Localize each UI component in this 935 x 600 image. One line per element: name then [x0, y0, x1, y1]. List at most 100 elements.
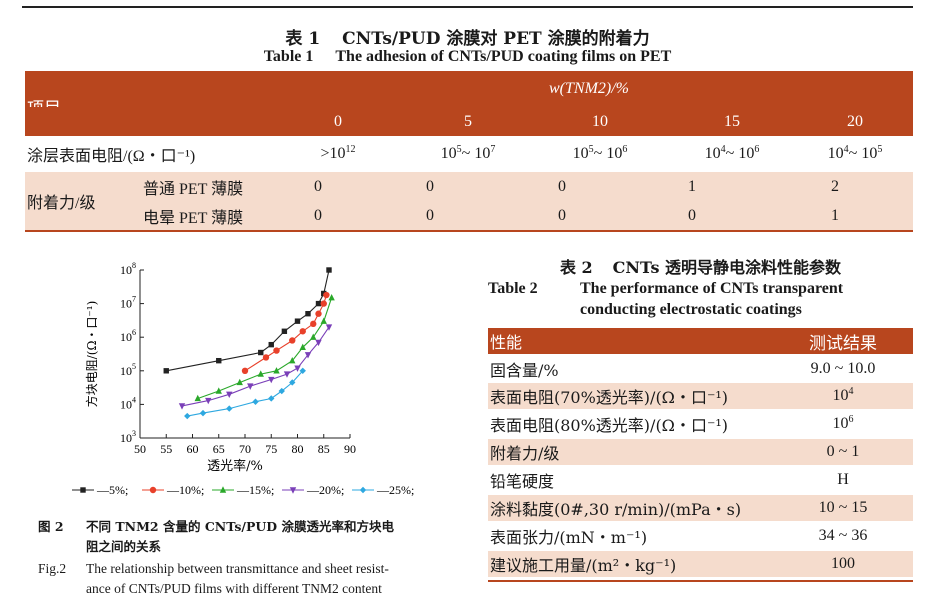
table1-adhesion-row-label: 普通 PET 薄膜	[143, 180, 244, 198]
figure2-caption-cn: 图 2 不同 TNM2 含量的 CNTs/PUD 涂膜透光率和方块电 阻之间的关系	[38, 517, 458, 557]
table1-adhesion-cell: 0	[558, 177, 566, 195]
legend-label: —25%;	[376, 483, 414, 497]
data-point	[320, 300, 327, 307]
data-point	[226, 391, 233, 398]
data-point	[289, 337, 296, 344]
figure2-caption-cn-line1: 不同 TNM2 含量的 CNTs/PUD 涂膜透光率和方块电	[86, 519, 394, 534]
data-point	[257, 370, 264, 377]
data-point	[194, 394, 201, 402]
data-point	[325, 324, 333, 331]
series-line-15pct	[197, 297, 333, 400]
table1-resistance-cell: 10 4 ~ 10 6	[704, 143, 760, 163]
data-point	[304, 352, 312, 359]
data-point	[268, 395, 275, 402]
table1-resistance-cell: 10 5 ~ 10 6	[572, 143, 628, 163]
table1-adhesion-cell: 0	[426, 206, 434, 224]
data-point	[320, 317, 327, 324]
table1-number-en: Table 1	[263, 48, 314, 65]
table2-row-value: 9.0 ~ 10.0	[810, 360, 876, 377]
x-tick-label: 85	[318, 442, 330, 456]
data-point	[236, 378, 243, 386]
table1-adhesion-cell: 0	[314, 177, 322, 195]
table2-number-en: Table 2	[488, 280, 538, 297]
figure2-caption-en-line1: The relationship between transmittance a…	[86, 561, 389, 576]
table2-caption-cn: 表 2 CNTs 透明导静电涂料性能参数	[488, 254, 913, 278]
table1-col: 0	[334, 112, 342, 130]
x-axis-label: 透光率/%	[207, 458, 263, 474]
table2-header-row: 性能 测试结果	[488, 328, 913, 354]
table2-caption-en: Table 2 The performance of CNTs transpare…	[488, 278, 913, 320]
legend-marker	[219, 486, 227, 493]
legend-label: —15%;	[236, 483, 274, 497]
table2-header-property: 性能	[490, 333, 523, 352]
table2-row: 固含量/% 9.0 ~ 10.0	[488, 356, 913, 382]
data-point	[315, 339, 322, 347]
table1-col: 20	[847, 112, 863, 130]
data-point	[184, 412, 191, 420]
legend-label: —20%;	[306, 483, 344, 497]
data-point	[247, 383, 254, 390]
table1-col: 15	[724, 112, 740, 130]
table2-header-result: 测试结果	[809, 333, 877, 354]
data-point	[299, 367, 306, 374]
data-point	[226, 405, 233, 412]
y-tick-label: 106	[120, 328, 136, 344]
table2-row-label: 固含量/%	[490, 361, 559, 380]
legend-marker	[149, 486, 157, 494]
data-point	[252, 398, 259, 405]
table1-header-row: 项目 w(TNM2)/%	[25, 71, 913, 119]
data-point	[315, 310, 322, 317]
table1-bottom-rule	[25, 230, 913, 232]
series-line-5pct	[166, 269, 330, 372]
figure2-number-cn: 图 2	[38, 519, 64, 534]
table1-adhesion-block: 附着力/级 普通 PET 薄膜 0 0 0 1 2 电晕 PET 薄膜 0 0 …	[25, 172, 913, 230]
data-point	[215, 387, 222, 394]
table1-adhesion-row: 电晕 PET 薄膜 0 0 0 0 1	[25, 201, 913, 230]
table2-row: 涂料黏度(0#,30 r/min)/(mPa・s) 10 ~ 15	[488, 495, 913, 521]
figure2-caption-cn-line2: 阻之间的关系	[86, 539, 162, 554]
x-tick-label: 55	[160, 442, 172, 456]
table1-adhesion-cell: 0	[426, 177, 434, 195]
table1-caption-en: Table 1 The adhesion of CNTs/PUD coating …	[0, 48, 935, 66]
table2-row: 建议施工用量/(m²・kg⁻¹) 100	[488, 551, 913, 577]
table2-row-value: 0 ~ 1	[826, 443, 860, 460]
data-point	[310, 320, 317, 328]
legend-label: —5%;	[96, 483, 128, 497]
table1-resistance-row: 涂层表面电阻/(Ω・口⁻¹) >10 12 10 5 ~ 10 7 10 5 ~ 10 6…	[25, 136, 913, 172]
x-tick-label: 75	[265, 442, 277, 456]
table1-resistance-cell: 10 5 ~ 10 7	[440, 143, 496, 163]
data-point	[310, 333, 317, 340]
table1-resistance-label: 涂层表面电阻/(Ω・口⁻¹)	[27, 148, 196, 165]
data-point	[294, 365, 301, 372]
table2-row-value: 100	[831, 555, 855, 572]
table2-row-label: 表面电阻(70%透光率)/(Ω・口⁻¹)	[490, 388, 729, 407]
table1-header-group: w(TNM2)/%	[549, 80, 629, 97]
figure2-svg: 50 55 60 65 70 75 80 85 90 103 104 105 106 107 108 透光率/…	[72, 261, 414, 497]
table2-row: 表面张力/(mN・m⁻¹) 34 ~ 36	[488, 523, 913, 549]
x-tick-label: 60	[187, 442, 199, 456]
data-point	[326, 267, 332, 273]
data-point	[199, 409, 207, 417]
table2-row-label: 附着力/级	[490, 444, 560, 463]
table2-row: 铅笔硬度 H	[488, 467, 913, 493]
table2-row-value: 10 ~ 15	[818, 499, 868, 516]
table1-adhesion-row: 普通 PET 薄膜 0 0 0 1 2	[25, 172, 913, 201]
table1-resistance-cell: 10 4 ~ 10 5	[827, 143, 883, 163]
table2-number-cn: 表 2	[559, 258, 593, 277]
data-point	[205, 397, 212, 405]
table2-row-value: H	[837, 471, 849, 488]
table2-title-en-line1: The performance of CNTs transparent	[580, 280, 844, 297]
table1-adhesion-cell: 0	[558, 206, 566, 224]
data-point	[163, 368, 169, 374]
data-point	[268, 376, 275, 384]
x-tick-label: 70	[239, 442, 251, 456]
table2-row: 表面电阻(70%透光率)/(Ω・口⁻¹) 10 4	[488, 383, 913, 409]
data-point	[289, 356, 296, 364]
series-line-25pct	[187, 370, 304, 417]
table2-row-label: 铅笔硬度	[490, 472, 555, 491]
data-point	[178, 403, 186, 410]
table1-col: 10	[592, 112, 608, 130]
table1-adhesion-cell: 0	[314, 206, 322, 224]
data-point	[305, 311, 311, 317]
table2-row-value: 10 6	[832, 413, 854, 433]
